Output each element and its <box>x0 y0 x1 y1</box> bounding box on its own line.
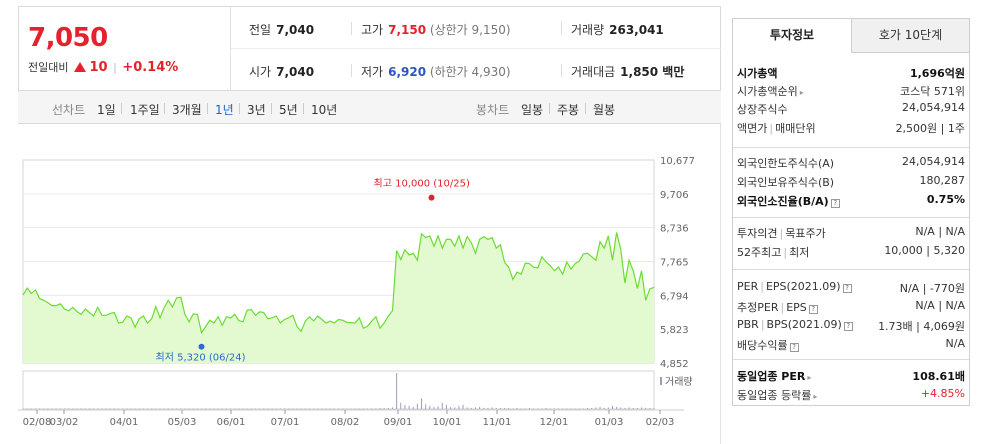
candle-weekly[interactable]: 주봉 <box>557 103 580 117</box>
price-area <box>23 232 654 363</box>
line-chart-label: 선차트 <box>52 103 86 117</box>
x-tick-label: 03/02 <box>50 417 79 428</box>
current-price-cell: 7,050 전일대비 10 | +0.14% <box>19 7 231 91</box>
help-icon[interactable]: ? <box>842 284 852 293</box>
x-tick-label: 07/01 <box>271 417 300 428</box>
foreign-hold-row: 외국인보유주식수(B) 180,287 <box>737 174 965 189</box>
price-line <box>22 232 655 335</box>
market-cap-rank-row[interactable]: 시가총액순위 ▸ 코스닥 571위 <box>737 85 965 98</box>
y-tick-label: 8,736 <box>660 224 689 235</box>
par-unit-row: 액면가 | 매매단위 2,500원 | 1주 <box>737 122 965 135</box>
investment-info-panel: 투자정보 호가 10단계 시가총액 1,696억원 시가총액순위 ▸ 코스닥 57… <box>732 18 970 406</box>
price-chart-area: 10,677 9,706 8,736 7,765 6,794 5,823 4,852 최고 1… <box>18 124 721 444</box>
min-label: 최저 5,320 (06/24) <box>156 352 246 364</box>
high-price: 고가 7,150 (상한가 9,150) <box>361 23 511 37</box>
chevron-right-icon: ▸ <box>807 373 812 382</box>
foreign-ratio-row: 외국인소진율(B/A)? 0.75% <box>737 193 965 208</box>
x-tick-label: 10/01 <box>433 417 462 428</box>
x-tick-label: 09/01 <box>384 417 413 428</box>
prev-close: 전일 7,040 <box>249 23 315 37</box>
y-tick-label: 10,677 <box>660 156 695 167</box>
x-tick-label: 12/01 <box>540 417 569 428</box>
candle-chart-label: 봉차트 <box>476 103 510 117</box>
candle-daily[interactable]: 일봉 <box>521 103 544 117</box>
volume-frame <box>22 370 655 410</box>
tab-investment-info[interactable]: 투자정보 <box>733 19 851 53</box>
est-per-row: 추정PER | EPS? N/A | N/A <box>737 299 965 314</box>
period-3m[interactable]: 3개월 <box>172 103 202 117</box>
volume-legend-swatch <box>660 377 662 385</box>
tab-order-book[interactable]: 호가 10단계 <box>851 19 969 53</box>
y-tick-label: 5,823 <box>660 325 689 336</box>
period-1w[interactable]: 1주일 <box>130 103 160 117</box>
max-label: 최고 10,000 (10/25) <box>374 178 470 190</box>
week52-row: 52주최고 | 최저 10,000 | 5,320 <box>737 244 965 259</box>
x-tick-label: 02/08 <box>23 417 52 428</box>
section-valuation: PER | EPS(2021.09)? N/A | -770원 추정PER | EPS?… <box>733 269 969 359</box>
min-marker <box>198 343 205 350</box>
chevron-right-icon: ▸ <box>813 392 818 401</box>
change-percent: +0.14% <box>122 60 179 75</box>
y-tick-label: 9,706 <box>660 190 689 201</box>
price-chart: 10,677 9,706 8,736 7,765 6,794 5,823 4,852 최고 1… <box>18 156 695 428</box>
foreign-limit-row: 외국인한도주식수(A) 24,054,914 <box>737 155 965 170</box>
shares-row: 상장주식수 24,054,914 <box>737 101 965 116</box>
current-price: 7,050 <box>28 23 108 53</box>
y-tick-label: 7,765 <box>660 258 689 269</box>
chart-toolbar: 선차트 1일 1주일 3개월 1년 3년 5년 10년 봉차트 일봉 주봉 월봉 <box>18 90 721 124</box>
max-marker <box>428 194 435 201</box>
help-icon[interactable]: ? <box>808 305 818 314</box>
x-tick-label: 05/03 <box>168 417 197 428</box>
section-market: 시가총액 1,696억원 시가총액순위 ▸ 코스닥 571위 상장주식수 24,0… <box>733 59 969 147</box>
volume-label: 거래량 <box>665 376 693 388</box>
period-1d[interactable]: 1일 <box>97 103 116 117</box>
dividend-row: 배당수익률? N/A <box>737 337 965 352</box>
quote-row-1: 전일 7,040 고가 7,150 (상한가 9,150) 거래량 263,041 <box>231 7 722 49</box>
period-3y[interactable]: 3년 <box>247 103 266 117</box>
x-tick-label: 11/01 <box>483 417 512 428</box>
help-icon[interactable]: ? <box>843 322 853 331</box>
pbr-bps-row: PBR | BPS(2021.09)? 1.73배 | 4,069원 <box>737 318 965 333</box>
per-eps-row: PER | EPS(2021.09)? N/A | -770원 <box>737 280 965 295</box>
candle-monthly[interactable]: 월봉 <box>593 103 616 117</box>
up-triangle-icon <box>73 62 86 72</box>
volume: 거래량 263,041 <box>571 23 664 37</box>
period-5y[interactable]: 5년 <box>279 103 298 117</box>
help-icon[interactable]: ? <box>789 343 799 352</box>
help-icon[interactable]: ? <box>830 199 840 208</box>
x-tick-label: 02/03 <box>646 417 675 428</box>
section-sector: 동일업종 PER ▸ 108.61배 동일업종 등락률 ▸ +4.85% <box>733 359 969 405</box>
price-change: 전일대비 10 | +0.14% <box>28 60 179 75</box>
turnover: 거래대금 1,850 백만 <box>571 65 685 79</box>
quote-summary: 7,050 전일대비 10 | +0.14% 전일 7,040 고가 7,150 (… <box>18 6 722 91</box>
section-foreign: 외국인한도주식수(A) 24,054,914 외국인보유주식수(B) 180,2… <box>733 147 969 217</box>
x-tick-label: 04/01 <box>110 417 139 428</box>
change-amount: 10 <box>89 60 108 75</box>
open-price: 시가 7,040 <box>249 65 315 79</box>
period-1y[interactable]: 1년 <box>215 103 234 117</box>
y-tick-label: 4,852 <box>660 359 689 370</box>
x-tick-label: 01/03 <box>595 417 624 428</box>
x-tick-label: 08/02 <box>331 417 360 428</box>
period-10y[interactable]: 10년 <box>311 103 338 117</box>
x-tick-label: 06/01 <box>217 417 246 428</box>
side-tabs: 투자정보 호가 10단계 <box>733 19 969 53</box>
quote-row-2: 시가 7,040 저가 6,920 (하한가 4,930) 거래대금 1,850 백만 <box>231 49 722 91</box>
opinion-row: 투자의견 | 목표주가 N/A | N/A <box>737 225 965 240</box>
sector-per-row[interactable]: 동일업종 PER ▸ 108.61배 <box>737 370 965 383</box>
chevron-right-icon: ▸ <box>799 88 804 97</box>
change-label: 전일대비 <box>28 61 69 74</box>
section-opinion: 투자의견 | 목표주가 N/A | N/A 52주최고 | 최저 10,000 | 5,… <box>733 217 969 269</box>
sector-rate-row[interactable]: 동일업종 등락률 ▸ +4.85% <box>737 387 965 402</box>
low-price: 저가 6,920 (하한가 4,930) <box>361 65 511 79</box>
y-tick-label: 6,794 <box>660 291 689 302</box>
market-cap-row: 시가총액 1,696억원 <box>737 67 965 80</box>
